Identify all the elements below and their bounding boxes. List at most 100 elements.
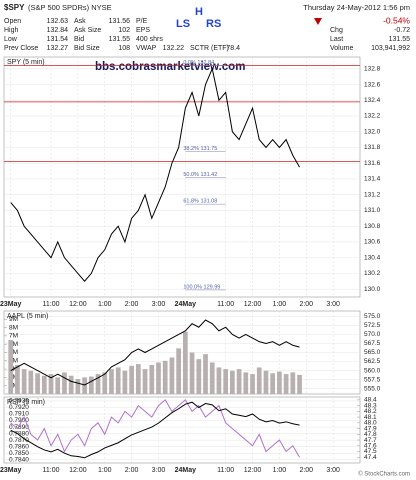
panel-title: SPY (5 min) [7, 59, 45, 66]
quote-value: 131.56 [109, 18, 131, 25]
y-tick-label: 0.7920 [9, 404, 29, 411]
x-tick-label: 11:00 [217, 467, 234, 474]
quote-label: P/E [136, 18, 148, 25]
x-tick-label: 2:00 [125, 301, 139, 308]
volume-bar [122, 370, 128, 394]
y-tick-label: 48.4 [364, 397, 377, 404]
y-tick-label: 130.8 [364, 223, 381, 230]
volume-bar [277, 371, 282, 394]
y-tick-label: 9M [9, 316, 18, 323]
volume-bar [55, 377, 61, 394]
y-tick-label: 5M [9, 349, 18, 356]
y-tick-label: 132.0 [364, 128, 381, 135]
watermark: bbs.cobrasmarketview.com [95, 61, 245, 73]
fib-label: 0.0% 132.84 [183, 60, 214, 66]
x-tick-label: 24May [175, 467, 197, 474]
price-line [10, 67, 300, 283]
symbol: $SPY [4, 3, 25, 12]
y-tick-label: 7M [9, 333, 18, 340]
y-tick-label: 555.0 [364, 385, 381, 392]
y-tick-label: 47.9 [364, 425, 377, 432]
fib-label: 61.8% 131.08 [183, 199, 217, 205]
y-tick-label: 0.7930 [9, 398, 29, 405]
x-tick-label: 11:00 [217, 301, 234, 308]
y-tick-label: 132.6 [364, 81, 381, 88]
quote-label: 400 shrs [136, 36, 163, 43]
x-tick-label: 1:00 [273, 301, 287, 308]
y-tick-label: 0.7880 [9, 430, 29, 437]
x-tick-label: 2:00 [299, 467, 313, 474]
y-tick-label: 6M [9, 341, 18, 348]
y-tick-label: 562.5 [364, 358, 381, 365]
x-tick-label: 12:00 [244, 301, 262, 308]
x-tick-label: 3:00 [152, 301, 166, 308]
volume-bar [135, 364, 141, 394]
y-tick-label: 48.0 [364, 420, 377, 427]
datetime: Thursday 24-May-2012 1:56 pm [303, 3, 410, 12]
volume-bar [62, 372, 67, 394]
y-tick-label: 48.3 [364, 402, 377, 409]
quote-label: VWAP [136, 45, 157, 52]
panel-title: AAPL (5 min) [7, 313, 48, 320]
quote-value: 131.54 [47, 36, 69, 43]
quote-label: SCTR (ETF) [190, 45, 229, 52]
quote-value: 132.27 [47, 45, 69, 52]
x-tick-label: 2:00 [299, 301, 313, 308]
y-tick-label: 48.1 [364, 414, 377, 421]
x-tick-label: 3:00 [152, 467, 166, 474]
stat-label: Last [330, 36, 343, 43]
price-line [10, 401, 300, 459]
quote-label: EPS [136, 27, 150, 34]
x-tick-label: 1:00 [98, 301, 112, 308]
x-tick-label: 12:00 [69, 467, 87, 474]
y-tick-label: 131.4 [364, 176, 381, 183]
y-tick-label: 557.5 [364, 376, 381, 383]
volume-bar [250, 374, 255, 394]
volume-bar [8, 340, 14, 394]
y-tick-label: 132.4 [364, 97, 381, 104]
symbol-name: (S&P 500 SPDRs) NYSE [28, 3, 112, 12]
annotation: H [195, 6, 203, 18]
x-tick-label: 1:00 [98, 467, 112, 474]
volume-bar [15, 364, 20, 394]
volume-bar [68, 375, 74, 394]
x-tick-label: 2:00 [125, 467, 139, 474]
panel-frame [3, 56, 361, 298]
y-tick-label: 130.6 [364, 239, 381, 246]
volume-bar [196, 359, 202, 394]
y-tick-label: 572.5 [364, 322, 381, 329]
volume-bar [223, 369, 229, 394]
quote-label: High [4, 27, 19, 34]
y-tick-label: 567.5 [364, 340, 381, 347]
quote-header: $SPY (S&P 500 SPDRs) NYSE Thursday 24-Ma… [4, 3, 410, 478]
volume-bar [209, 362, 215, 394]
quote-value: 131.55 [109, 36, 131, 43]
volume-bar [75, 379, 81, 394]
change-pct: -0.54% [383, 15, 410, 25]
y-tick-label: 565.0 [364, 349, 381, 356]
volume-bar [149, 364, 155, 394]
y-tick-label: 575.0 [364, 313, 381, 320]
y-tick-label: 2M [9, 374, 18, 381]
y-tick-label: 0.7840 [9, 456, 29, 463]
quote-value: 132.22 [163, 45, 185, 52]
volume-bar [28, 370, 34, 394]
y-tick-label: 0.7890 [9, 424, 29, 431]
x-tick-label: 11:00 [43, 467, 60, 474]
y-tick-label: 130.4 [364, 254, 381, 261]
stat-value: 103,941,992 [371, 45, 410, 52]
y-tick-label: 4M [9, 358, 18, 365]
y-tick-label: 0.7850 [9, 450, 29, 457]
fib-label: 100.0% 129.99 [183, 284, 220, 290]
volume-bar [183, 331, 188, 394]
volume-bar [82, 377, 87, 394]
y-tick-label: 47.6 [364, 443, 377, 450]
quote-value: 132.63 [47, 18, 69, 25]
y-tick-label: 47.4 [364, 454, 377, 461]
y-tick-label: 0.7900 [9, 417, 29, 424]
quote-label: Prev Close [4, 45, 38, 52]
volume-bar [203, 354, 208, 394]
volume-bar [35, 373, 40, 394]
quote-label: Ask [74, 18, 86, 25]
